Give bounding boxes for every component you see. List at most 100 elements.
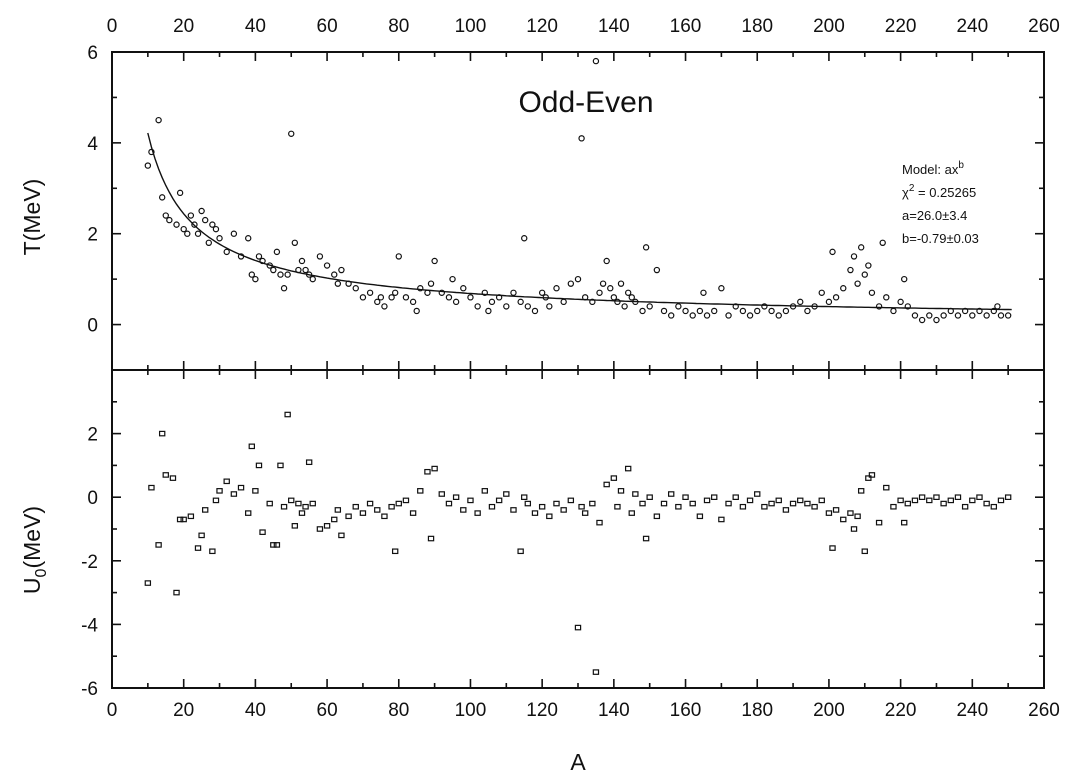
x-tick-label-bottom: 140 [598,700,630,721]
upper-panel: 0 20 40 60 80 100 120 140 160 180 200 220 240 260 0 2 4 6… [19,16,1060,371]
data-point [596,289,603,296]
data-point [918,494,926,501]
data-point [829,248,836,256]
x-tick-label-bottom: 20 [173,700,194,721]
data-point [825,298,833,306]
data-point [739,503,747,510]
data-point [431,257,438,265]
data-point [538,289,546,296]
y-tick-label: -4 [81,615,98,636]
data-point [295,500,302,507]
data-point [270,266,277,274]
data-point [144,162,152,169]
data-point [270,542,277,548]
data-point [305,271,313,278]
data-point [209,548,216,555]
data-point [162,472,169,478]
data-point [1004,312,1012,319]
data-point [374,298,381,306]
data-point [259,257,266,265]
data-point [427,280,435,287]
data-point [628,510,635,516]
data-point [542,294,549,301]
data-point [510,507,517,513]
data-point [689,312,696,319]
data-point [474,510,481,516]
data-point [1004,494,1012,501]
data-point [682,307,689,315]
data-point [926,312,933,319]
lower-axis-ticks: 0 20 40 60 80 100 120 140 160 180 200 220 240 260-6-4… [81,370,1060,721]
data-point [775,312,782,319]
data-point [180,516,187,523]
upper-axis-ticks: 0 20 40 60 80 100 120 140 160 180 200 220 240 260 0 2 4 6 [87,16,1060,370]
data-point [302,266,309,274]
data-point [825,510,833,516]
data-point [592,57,600,65]
data-point [746,497,754,504]
data-point [668,312,675,319]
y-tick-label: 2 [87,425,98,446]
data-point [642,535,650,542]
data-point [976,307,983,315]
data-point [897,298,904,306]
data-point [148,484,155,491]
data-point [983,500,990,507]
fit-curve-layer [147,132,1012,311]
data-point [323,523,331,529]
data-point [610,294,618,301]
data-point [252,275,259,283]
y-tick-label: 2 [87,225,98,246]
data-point [847,266,854,274]
data-point [194,545,202,551]
lower-y-axis-subscript: 0 [33,568,50,577]
data-point [191,221,198,228]
data-point [711,307,718,315]
data-point [789,500,797,507]
x-tick-label-top: 160 [670,16,702,37]
data-point [449,275,456,283]
data-point [402,497,410,504]
data-point [295,266,302,274]
x-tick-label-top: 40 [245,16,266,37]
fit-curve [147,132,1012,311]
x-tick-label-bottom: 60 [317,700,338,721]
data-point [832,507,840,513]
data-point [574,624,582,631]
data-point [818,289,825,296]
x-tick-label-bottom: 260 [1028,700,1060,721]
data-point [761,503,768,510]
data-point [868,472,876,478]
data-point [614,298,621,306]
x-tick-label-bottom: 40 [245,700,266,721]
data-point [621,303,628,310]
x-tick-label-top: 240 [956,16,988,37]
data-point [628,294,635,301]
data-point [947,497,955,504]
data-point [589,298,596,306]
y-tick-label: -2 [81,552,98,573]
data-point [854,280,861,287]
data-point [675,503,682,510]
data-point [309,500,316,507]
data-point [395,253,402,260]
data-point [245,510,252,516]
data-point [388,503,395,510]
data-point [574,275,582,283]
data-point [875,519,883,526]
data-point [614,503,621,510]
x-tick-label-bottom: 240 [956,700,988,721]
data-point [374,507,381,513]
data-point [890,307,897,315]
data-point [653,513,661,520]
data-point [990,503,998,510]
y-tick-label: -6 [81,679,98,700]
data-point [875,303,883,310]
x-tick-label-bottom: 220 [885,700,917,721]
data-point [940,312,947,319]
data-point [581,294,589,301]
x-tick-label-bottom: 160 [670,700,702,721]
data-point [840,285,847,292]
data-point [861,271,868,278]
